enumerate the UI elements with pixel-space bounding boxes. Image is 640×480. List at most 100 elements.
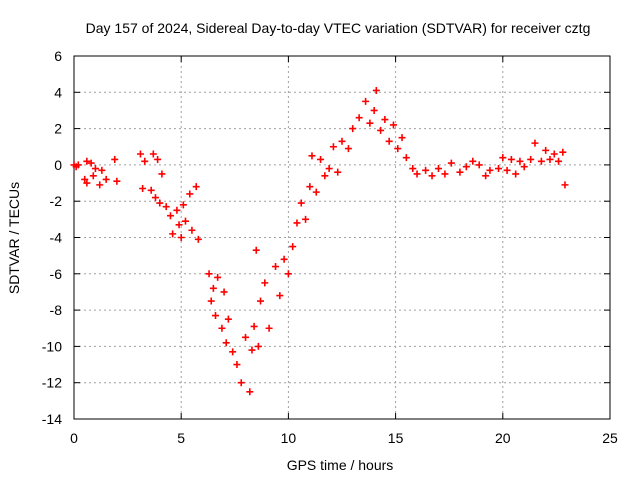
x-tick-label: 0 — [70, 430, 78, 446]
data-point — [96, 181, 104, 189]
data-point — [91, 165, 99, 173]
y-tick-label: -8 — [50, 302, 63, 318]
data-point — [456, 168, 464, 176]
data-point — [181, 217, 189, 225]
data-point — [546, 155, 554, 163]
data-point — [151, 194, 159, 202]
data-point — [516, 157, 524, 165]
axis-ticks — [73, 55, 611, 420]
data-point — [499, 154, 507, 162]
data-point — [214, 273, 222, 281]
data-point — [102, 175, 110, 183]
data-point — [527, 155, 535, 163]
data-point — [233, 361, 241, 369]
x-axis-label: GPS time / hours — [287, 457, 394, 473]
data-point — [222, 339, 230, 347]
data-point — [462, 163, 470, 171]
data-point — [162, 203, 170, 211]
data-point — [389, 121, 397, 129]
y-tick-label: -4 — [50, 230, 63, 246]
data-point — [280, 255, 288, 263]
data-point — [141, 157, 149, 165]
data-points — [70, 86, 569, 396]
x-tick-label: 15 — [388, 430, 404, 446]
data-point — [220, 288, 228, 296]
data-point — [212, 312, 220, 320]
data-point — [113, 177, 121, 185]
data-point — [74, 161, 82, 169]
y-tick-label: 2 — [54, 121, 62, 137]
data-point — [559, 148, 567, 156]
data-point — [158, 170, 166, 178]
data-point — [207, 297, 215, 305]
data-point — [385, 137, 393, 145]
data-point — [272, 263, 280, 271]
data-point — [308, 152, 316, 160]
data-point — [83, 157, 91, 165]
data-point — [89, 172, 97, 180]
data-point — [372, 86, 380, 94]
data-point — [394, 145, 402, 153]
data-point — [83, 179, 91, 187]
data-point — [398, 134, 406, 142]
data-point — [334, 168, 342, 176]
y-tick-label: 6 — [54, 48, 62, 64]
data-point — [136, 150, 144, 158]
x-tick-label: 25 — [602, 430, 618, 446]
data-point — [447, 159, 455, 167]
data-point — [169, 230, 177, 238]
data-point — [284, 270, 292, 278]
data-point — [370, 106, 378, 114]
data-point — [377, 126, 385, 134]
data-point — [293, 219, 301, 227]
data-point — [428, 172, 436, 180]
data-point — [87, 159, 95, 167]
data-point — [482, 172, 490, 180]
data-point — [175, 221, 183, 229]
data-point — [475, 161, 483, 169]
data-point — [205, 270, 213, 278]
y-tick-label: -12 — [42, 375, 62, 391]
y-tick-label: -6 — [50, 266, 63, 282]
data-point — [289, 243, 297, 251]
data-point — [186, 190, 194, 198]
data-point — [111, 155, 119, 163]
y-tick-label: -14 — [42, 411, 62, 427]
y-axis-label: SDTVAR / TECUs — [6, 182, 22, 294]
data-point — [250, 322, 258, 330]
data-point — [441, 170, 449, 178]
data-point — [156, 199, 164, 207]
data-point — [252, 246, 260, 254]
data-point — [139, 184, 147, 192]
data-point — [512, 170, 520, 178]
y-tick-label: 0 — [54, 157, 62, 173]
data-point — [261, 279, 269, 287]
x-tick-label: 20 — [495, 430, 511, 446]
data-point — [561, 181, 569, 189]
data-point — [254, 342, 262, 350]
data-point — [422, 166, 430, 174]
y-tick-label: -10 — [42, 338, 62, 354]
data-point — [192, 183, 200, 191]
data-point — [154, 155, 162, 163]
data-point — [166, 212, 174, 220]
data-point — [149, 150, 157, 158]
data-point — [147, 186, 155, 194]
data-point — [81, 175, 89, 183]
data-point — [302, 215, 310, 223]
data-point — [257, 297, 265, 305]
data-point — [555, 157, 563, 165]
data-point — [209, 284, 217, 292]
y-tick-label: 4 — [54, 84, 62, 100]
data-point — [242, 333, 250, 341]
x-tick-label: 10 — [281, 430, 297, 446]
data-point — [507, 155, 515, 163]
data-point — [381, 116, 389, 124]
data-point — [329, 143, 337, 151]
data-point — [434, 165, 442, 173]
data-point — [413, 170, 421, 178]
data-point — [344, 145, 352, 153]
data-point — [188, 226, 196, 234]
x-tick-label: 5 — [177, 430, 185, 446]
